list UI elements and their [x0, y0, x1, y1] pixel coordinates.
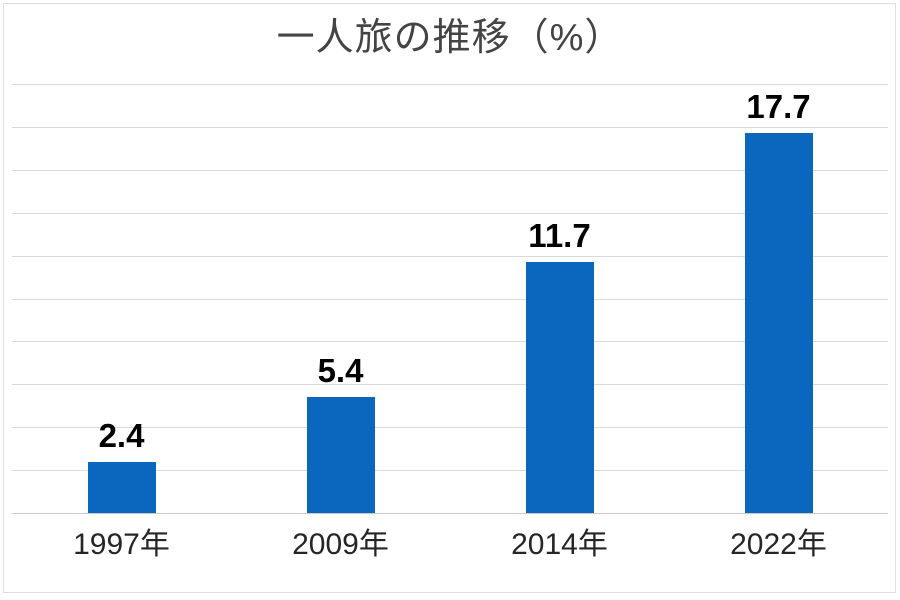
bar-2022年: [744, 133, 813, 513]
bar-value-label: 2.4: [98, 416, 145, 454]
x-axis-label: 2014年: [511, 528, 608, 561]
bar-1997年: [87, 461, 156, 513]
gridline: [12, 341, 888, 343]
chart-title: 一人旅の推移（%）: [276, 17, 624, 59]
gridline: [12, 212, 888, 214]
gridline: [12, 427, 888, 429]
bar-column: 11.7: [450, 84, 669, 513]
x-axis-label: 2022年: [730, 528, 827, 561]
bar-2014年: [525, 262, 594, 513]
bar-value-label: 17.7: [746, 88, 811, 126]
x-axis-label: 2009年: [292, 528, 389, 561]
gridline: [12, 84, 888, 85]
plot-area: 2.4 5.4 11.7 17.7: [12, 84, 888, 514]
gridline: [12, 470, 888, 472]
bar-value-label: 11.7: [528, 217, 591, 255]
bar-column: 17.7: [669, 84, 888, 513]
bar-column: 5.4: [231, 84, 450, 513]
bar-2009年: [306, 397, 375, 513]
gridline: [12, 169, 888, 171]
x-axis-labels: 1997年 2009年 2014年 2022年: [12, 514, 888, 576]
gridline: [12, 384, 888, 386]
gridline: [12, 255, 888, 257]
gridline: [12, 126, 888, 128]
x-axis-label: 1997年: [73, 528, 170, 561]
gridline: [12, 298, 888, 300]
bar-column: 2.4: [12, 84, 231, 513]
bar-value-label: 5.4: [317, 352, 364, 390]
